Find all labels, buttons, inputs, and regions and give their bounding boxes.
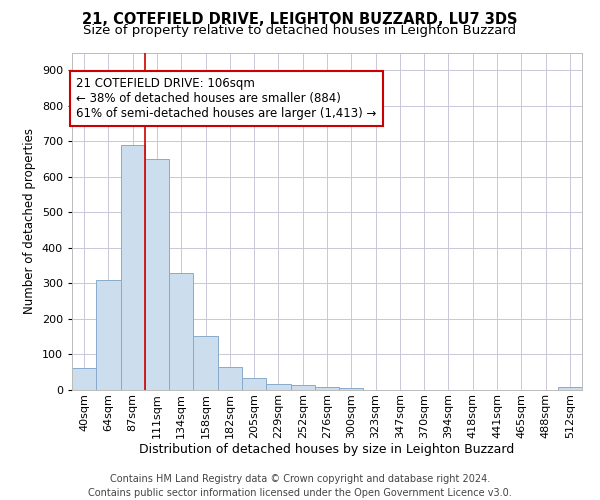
Bar [72,368,96,390]
Text: 21, COTEFIELD DRIVE, LEIGHTON BUZZARD, LU7 3DS: 21, COTEFIELD DRIVE, LEIGHTON BUZZARD, L… [82,12,518,28]
Bar [558,387,582,390]
Bar [96,280,121,390]
Bar [315,387,339,390]
Bar [339,388,364,390]
Text: Size of property relative to detached houses in Leighton Buzzard: Size of property relative to detached ho… [83,24,517,37]
Bar [242,378,266,390]
Bar [145,159,169,390]
X-axis label: Distribution of detached houses by size in Leighton Buzzard: Distribution of detached houses by size … [139,444,515,456]
Bar [169,273,193,390]
Text: Contains HM Land Registry data © Crown copyright and database right 2024.
Contai: Contains HM Land Registry data © Crown c… [88,474,512,498]
Bar [193,336,218,390]
Y-axis label: Number of detached properties: Number of detached properties [23,128,36,314]
Bar [121,145,145,390]
Bar [266,384,290,390]
Bar [218,367,242,390]
Text: 21 COTEFIELD DRIVE: 106sqm
← 38% of detached houses are smaller (884)
61% of sem: 21 COTEFIELD DRIVE: 106sqm ← 38% of deta… [76,78,377,120]
Bar [290,386,315,390]
